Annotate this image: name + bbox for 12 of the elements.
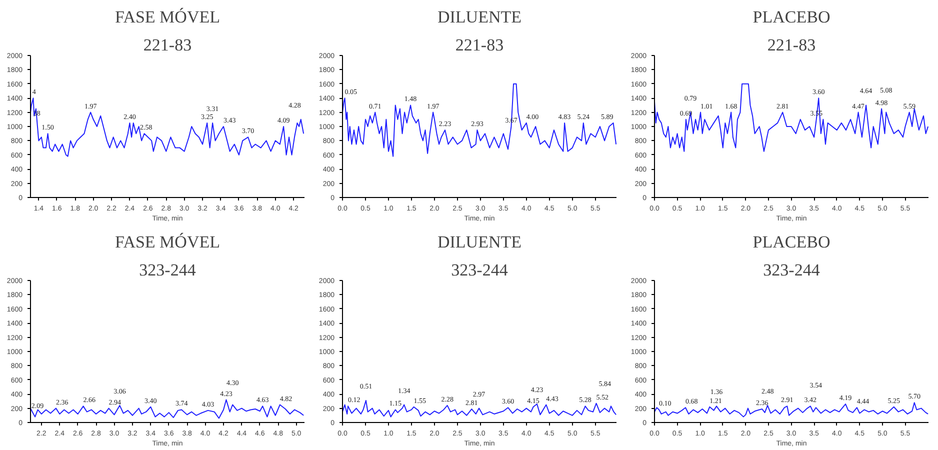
chart-subtitle: 323-244: [451, 260, 508, 280]
chart-title: DILUENTE: [437, 232, 522, 252]
chart-subtitle: 323-244: [139, 260, 196, 280]
chart-subtitle: 221-83: [143, 36, 192, 54]
chart-subtitle: 221-83: [455, 36, 504, 54]
chart-subtitle: 323-244: [763, 260, 820, 280]
chart-title: FASE MÓVEL: [115, 8, 220, 26]
chart-title: DILUENTE: [437, 8, 522, 26]
chart-title: PLACEBO: [752, 8, 830, 26]
chart-subtitle: 221-83: [767, 36, 816, 54]
chart-title: FASE MÓVEL: [115, 232, 220, 252]
chart-title: PLACEBO: [752, 232, 830, 252]
